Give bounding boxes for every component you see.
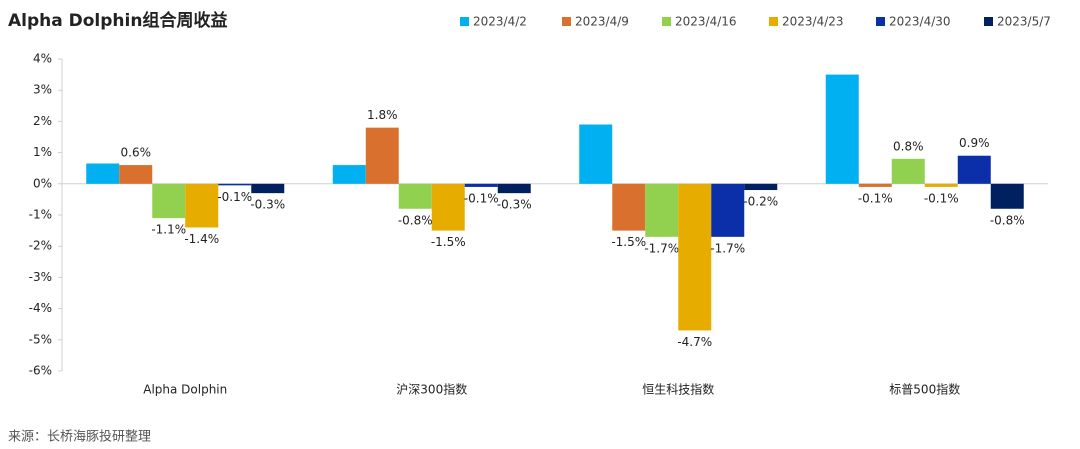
y-tick-label: 2% xyxy=(33,114,52,128)
bar xyxy=(365,127,399,184)
legend-swatch xyxy=(984,17,993,26)
bar xyxy=(645,183,679,237)
data-label: -1.5% xyxy=(431,235,466,249)
y-tick-label: 4% xyxy=(33,52,52,66)
bar xyxy=(332,165,366,184)
legend-label: 2023/4/30 xyxy=(889,15,951,29)
y-tick-label: 3% xyxy=(33,83,52,97)
y-tick-label: -4% xyxy=(29,301,52,315)
y-tick-label: 1% xyxy=(33,145,52,159)
data-label: -1.7% xyxy=(710,241,745,255)
legend-label: 2023/4/9 xyxy=(575,15,629,29)
source: 来源：长桥海豚投研整理 xyxy=(8,429,151,445)
legend-label: 2023/4/2 xyxy=(473,15,527,29)
bar xyxy=(579,124,613,184)
bar xyxy=(957,155,991,184)
chart-title: Alpha Dolphin组合周收益 xyxy=(8,10,227,31)
bar xyxy=(924,183,958,187)
data-label: 1.8% xyxy=(367,108,398,122)
bar xyxy=(825,74,859,184)
bar xyxy=(251,183,285,194)
data-label: 0.8% xyxy=(893,139,924,153)
data-label: -1.4% xyxy=(184,232,219,246)
bar xyxy=(431,183,465,231)
bar xyxy=(612,183,646,231)
y-tick-label: -6% xyxy=(29,364,52,378)
bar xyxy=(218,183,252,186)
x-tick-label: 标普500指数 xyxy=(889,382,960,397)
y-tick-label: -1% xyxy=(29,208,52,222)
data-label: -1.7% xyxy=(644,241,679,255)
legend-swatch xyxy=(460,17,469,26)
data-label: -0.1% xyxy=(217,190,252,204)
legend-label: 2023/4/23 xyxy=(782,15,844,29)
data-label: -1.5% xyxy=(611,235,646,249)
data-label: -0.3% xyxy=(497,198,532,212)
bar xyxy=(744,183,778,191)
bar xyxy=(858,183,892,187)
bar xyxy=(990,183,1024,209)
legend-swatch xyxy=(562,17,571,26)
legend-swatch xyxy=(769,17,778,26)
bar xyxy=(711,183,745,237)
legend-label: 2023/5/7 xyxy=(997,15,1051,29)
y-tick-label: -5% xyxy=(29,332,52,346)
data-label: 0.9% xyxy=(959,136,990,150)
data-label: -0.1% xyxy=(858,191,893,205)
y-tick-label: 0% xyxy=(33,176,52,190)
bar xyxy=(497,183,531,194)
bar xyxy=(152,183,186,219)
x-tick-label: 沪深300指数 xyxy=(396,382,467,397)
data-label: -0.1% xyxy=(464,191,499,205)
data-label: -0.8% xyxy=(398,213,433,227)
bar xyxy=(119,165,153,184)
legend-swatch xyxy=(662,17,671,26)
data-label: -0.3% xyxy=(250,198,285,212)
legend-swatch xyxy=(876,17,885,26)
data-label: -0.8% xyxy=(990,213,1025,227)
legend-label: 2023/4/16 xyxy=(675,15,737,29)
data-label: -1.1% xyxy=(151,223,186,237)
bar xyxy=(678,183,712,331)
bar xyxy=(891,158,925,184)
data-label: 0.6% xyxy=(121,146,152,160)
bar xyxy=(86,163,120,184)
data-label: -4.7% xyxy=(677,335,712,349)
bar xyxy=(464,183,498,187)
bar xyxy=(398,183,432,209)
y-tick-label: -3% xyxy=(29,270,52,284)
x-tick-label: Alpha Dolphin xyxy=(143,383,227,397)
bar xyxy=(185,183,219,228)
data-label: -0.1% xyxy=(924,191,959,205)
y-tick-label: -2% xyxy=(29,239,52,253)
data-label: -0.2% xyxy=(743,195,778,209)
x-tick-label: 恒生科技指数 xyxy=(642,382,714,397)
